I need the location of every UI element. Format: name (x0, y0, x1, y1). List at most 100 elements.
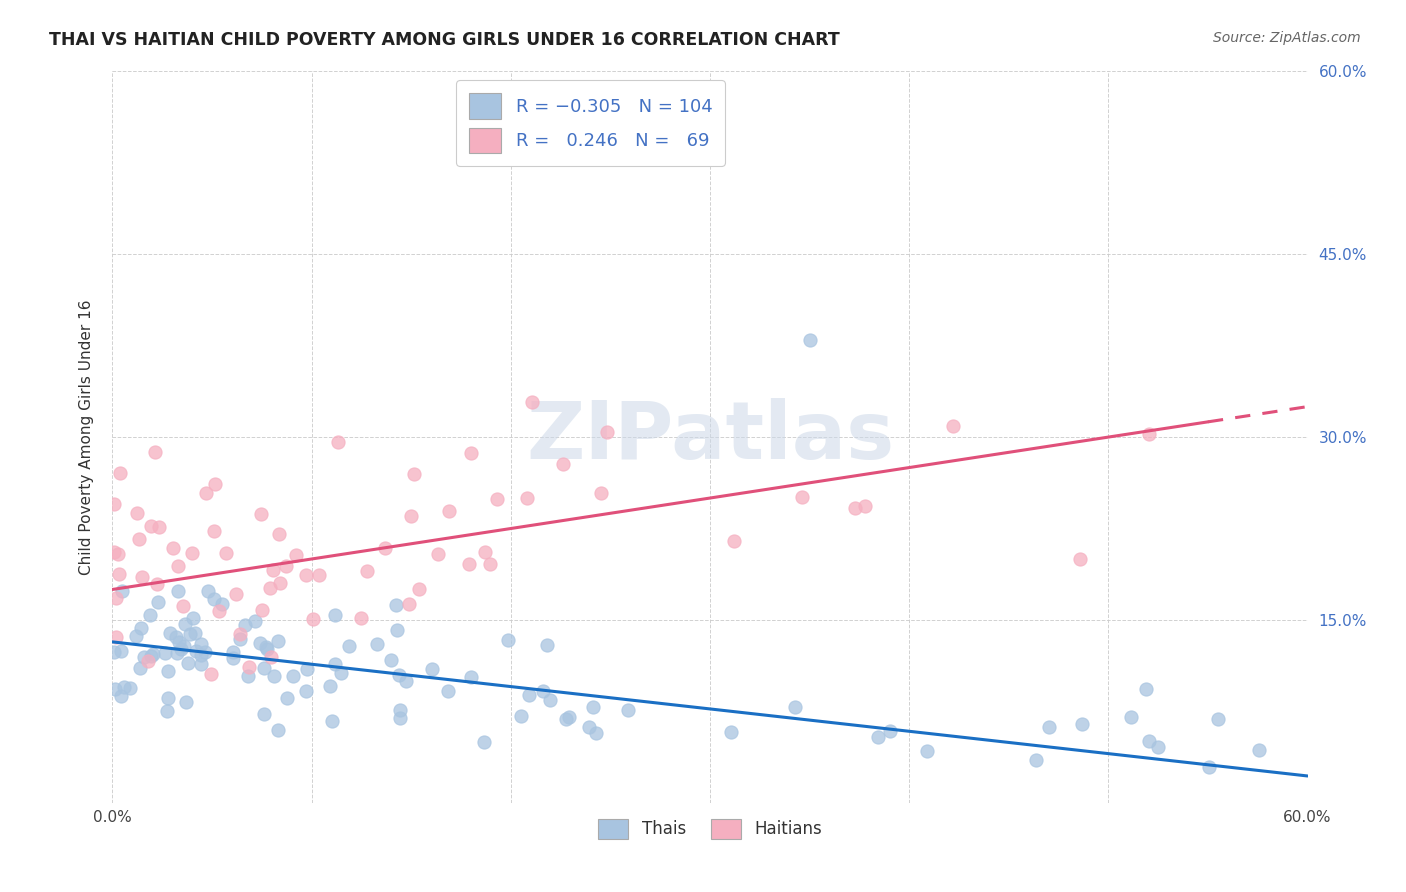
Point (531, 683, 554, 698)
Point (1069, 551, 1091, 566)
Point (553, 457, 575, 471)
Point (617, 703, 640, 717)
Point (458, 558, 481, 572)
Point (181, 546, 204, 560)
Point (145, 577, 167, 591)
Point (269, 527, 291, 541)
Point (879, 723, 901, 738)
Point (250, 507, 273, 521)
Point (799, 333, 821, 347)
Point (262, 563, 284, 577)
Point (202, 592, 225, 607)
Point (1247, 743, 1270, 757)
Point (179, 627, 201, 641)
Point (942, 419, 965, 434)
Point (380, 653, 402, 667)
Point (170, 641, 193, 656)
Point (585, 725, 607, 739)
Point (276, 691, 298, 706)
Point (136, 654, 159, 668)
Point (143, 445, 166, 459)
Point (785, 700, 807, 714)
Point (1147, 740, 1170, 755)
Point (522, 395, 544, 409)
Point (388, 668, 411, 682)
Point (110, 644, 132, 658)
Point (399, 509, 422, 524)
Point (162, 541, 184, 555)
Point (326, 435, 349, 450)
Point (142, 647, 165, 661)
Point (792, 490, 814, 504)
Point (132, 650, 155, 665)
Point (478, 557, 501, 571)
Point (112, 680, 135, 694)
Point (269, 576, 291, 591)
Point (166, 646, 188, 660)
Point (260, 650, 283, 665)
Point (422, 662, 444, 676)
Point (295, 567, 318, 582)
Point (427, 547, 450, 561)
Point (866, 730, 889, 744)
Point (844, 500, 866, 515)
Point (110, 690, 132, 704)
Point (254, 640, 277, 654)
Point (302, 611, 325, 625)
Point (129, 621, 152, 635)
Point (284, 549, 307, 563)
Point (215, 546, 238, 560)
Y-axis label: Child Poverty Among Girls Under 16: Child Poverty Among Girls Under 16 (79, 300, 94, 574)
Point (190, 637, 212, 651)
Point (555, 712, 578, 726)
Point (225, 587, 247, 601)
Point (139, 649, 162, 664)
Point (1206, 712, 1229, 726)
Point (1198, 760, 1220, 774)
Point (153, 646, 176, 660)
Point (1119, 709, 1142, 723)
Point (190, 648, 212, 662)
Legend: Thais, Haitians: Thais, Haitians (592, 812, 828, 846)
Point (1135, 681, 1157, 696)
Point (720, 724, 742, 739)
Point (104, 591, 127, 605)
Point (853, 499, 876, 513)
Point (146, 595, 169, 609)
Point (578, 720, 600, 734)
Point (589, 486, 612, 500)
Point (202, 524, 225, 538)
Point (323, 608, 346, 623)
Point (350, 610, 373, 624)
Point (148, 519, 170, 533)
Point (479, 144, 502, 158)
Point (267, 633, 290, 648)
Point (437, 684, 460, 698)
Point (184, 644, 207, 658)
Point (195, 486, 218, 500)
Point (294, 683, 316, 698)
Point (259, 581, 281, 595)
Point (174, 695, 197, 709)
Point (1071, 717, 1094, 731)
Point (256, 642, 278, 657)
Point (267, 723, 290, 738)
Point (460, 445, 482, 459)
Point (460, 670, 482, 684)
Point (125, 506, 148, 520)
Point (177, 656, 200, 670)
Point (516, 491, 538, 506)
Point (167, 635, 190, 649)
Point (496, 633, 519, 648)
Point (108, 566, 131, 581)
Point (184, 625, 207, 640)
Point (582, 700, 605, 714)
Point (173, 617, 195, 632)
Text: Source: ZipAtlas.com: Source: ZipAtlas.com (1213, 31, 1361, 45)
Point (125, 629, 148, 643)
Point (190, 657, 212, 672)
Point (723, 533, 745, 548)
Point (538, 693, 561, 707)
Point (596, 425, 619, 439)
Point (385, 623, 408, 637)
